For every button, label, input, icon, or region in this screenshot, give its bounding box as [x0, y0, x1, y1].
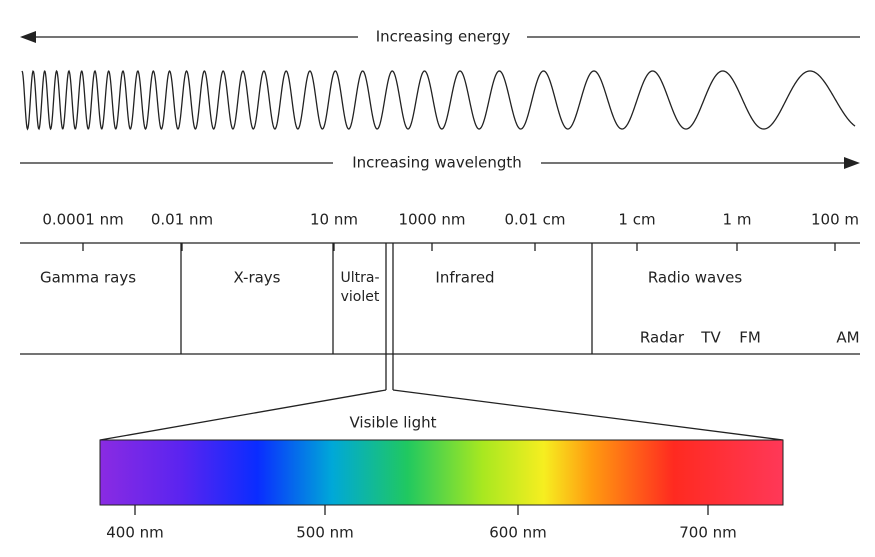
spectrum-label: 700 nm	[679, 524, 737, 542]
wavelength-arrow: Increasing wavelength	[20, 154, 860, 172]
spectrum-label: 600 nm	[489, 524, 547, 542]
scale-label: 0.0001 nm	[42, 211, 123, 229]
spectrum-label: 400 nm	[106, 524, 164, 542]
region-label: Radio waves	[648, 269, 742, 287]
region-label: Infrared	[435, 269, 494, 287]
region-label: violet	[341, 289, 380, 305]
visible-label: Visible light	[349, 414, 436, 432]
spectrum-label: 500 nm	[296, 524, 354, 542]
scale-label: 1 cm	[618, 211, 655, 229]
wavelength-label: Increasing wavelength	[352, 154, 522, 172]
scale-label: 100 m	[811, 211, 859, 229]
radio-band: TV	[700, 329, 721, 347]
radio-band: FM	[739, 329, 761, 347]
visible-zoom: Visible light	[99, 389, 784, 506]
radio-band: Radar	[640, 329, 685, 347]
region-label: Gamma rays	[40, 269, 136, 287]
scale-label: 1000 nm	[398, 211, 465, 229]
scale-ticks: 0.0001 nm 0.01 nm 10 nm 1000 nm 0.01 cm 1 cm 1…	[42, 211, 859, 251]
visible-ticks: 400 nm 500 nm 600 nm 700 nm	[106, 505, 737, 542]
wave	[21, 69, 856, 131]
energy-label: Increasing energy	[376, 28, 511, 46]
scale-label: 1 m	[723, 211, 752, 229]
region-dividers	[180, 243, 593, 390]
spectrum-bar	[99, 439, 784, 506]
scale-label: 0.01 cm	[504, 211, 565, 229]
scale-label: 0.01 nm	[151, 211, 213, 229]
region-label: Ultra-	[340, 270, 379, 286]
energy-arrow: Increasing energy	[20, 28, 860, 46]
radio-band: AM	[836, 329, 859, 347]
region-label: X-rays	[234, 269, 281, 287]
scale-label: 10 nm	[310, 211, 358, 229]
